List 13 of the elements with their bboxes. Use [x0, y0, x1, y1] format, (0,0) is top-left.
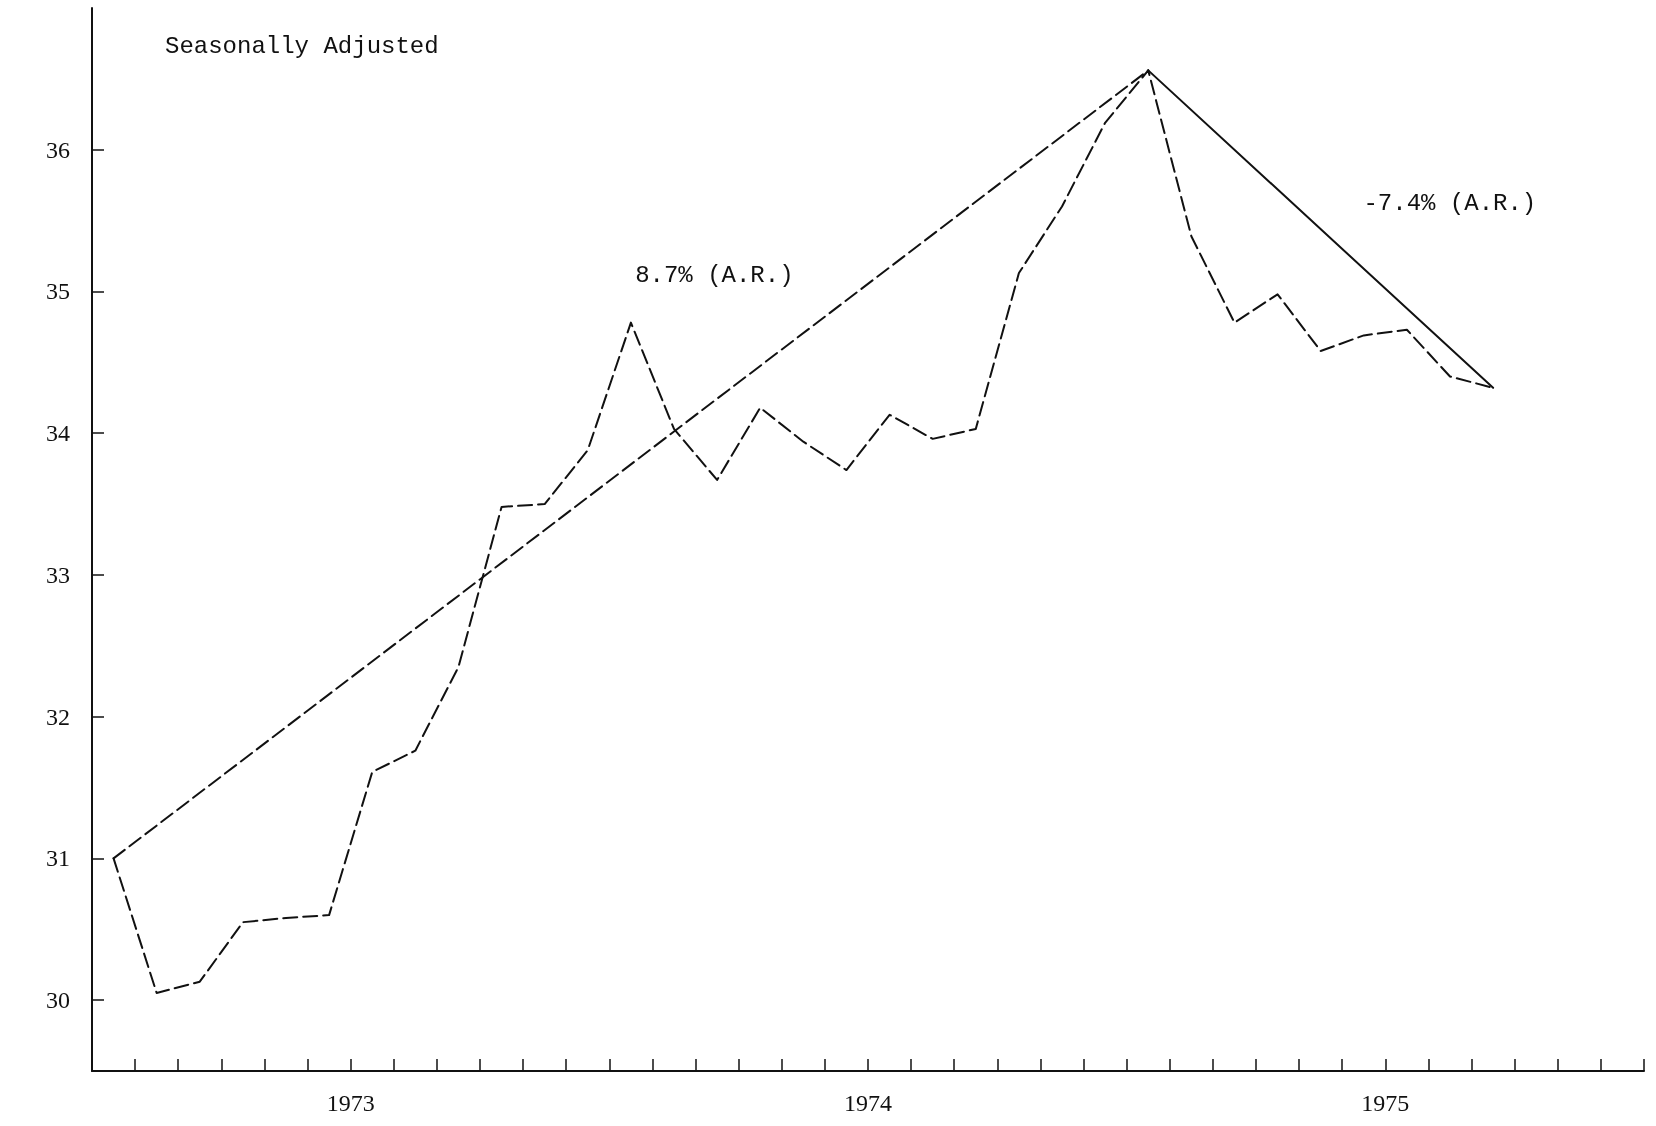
x-tick-label: 1973 [326, 1090, 375, 1116]
x-tick-label: 1974 [844, 1090, 892, 1116]
series-label: -7.4% (A.R.) [1363, 189, 1537, 217]
series-label: 8.7% (A.R.) [635, 262, 794, 290]
y-tick-label: 35 [46, 278, 70, 305]
y-tick-label: 32 [46, 703, 70, 730]
y-tick-label: 33 [46, 561, 70, 588]
annotation: Seasonally Adjusted [165, 32, 439, 60]
y-tick-label: 30 [46, 987, 70, 1014]
y-tick-label: 31 [46, 845, 70, 872]
y-tick-label: 34 [46, 420, 70, 447]
y-tick-label: 36 [46, 136, 70, 163]
x-tick-label: 1975 [1361, 1090, 1410, 1116]
